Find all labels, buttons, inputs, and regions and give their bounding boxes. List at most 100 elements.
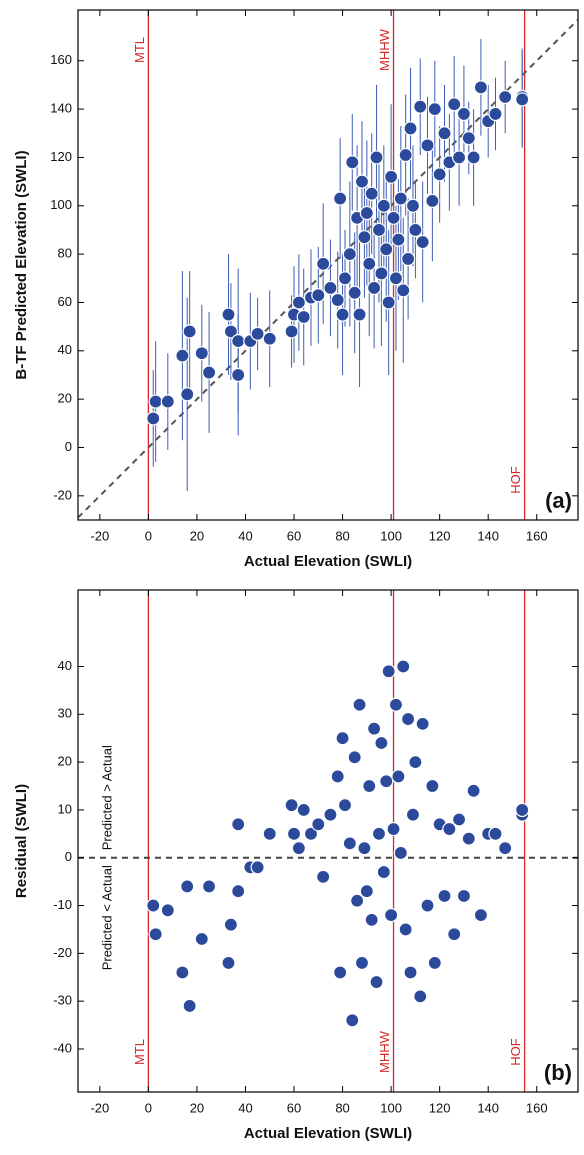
data-point [515,802,530,818]
data-point [413,989,428,1004]
data-point [381,295,396,310]
data-point [381,664,396,679]
data-point [335,731,350,746]
data-point [364,186,379,201]
x-axis-title: Actual Elevation (SWLI) [244,553,412,570]
x-tick-label: 80 [335,528,349,543]
data-point [386,210,401,225]
x-tick-label: 0 [145,1100,152,1115]
x-tick-label: 100 [380,1100,402,1115]
data-point [437,126,452,141]
data-point [231,367,246,383]
data-point [405,198,421,213]
data-point [400,711,416,727]
data-point [352,697,367,712]
data-point [223,917,239,932]
data-point [342,247,357,262]
y-tick-label: -30 [53,993,72,1008]
data-point [384,169,399,184]
data-point [515,92,530,107]
data-point [451,150,467,165]
data-point [359,884,374,899]
x-tick-label: -20 [90,528,109,543]
data-point [369,974,384,990]
data-point [488,106,503,122]
data-point [194,346,209,361]
data-point [284,324,299,339]
data-point [175,348,190,363]
data-point [466,150,481,165]
x-tick-label: 120 [429,1100,451,1115]
data-point [488,826,503,841]
data-point [311,288,326,303]
reference-label: MTL [132,1039,147,1065]
reference-label: HOF [508,1038,523,1066]
data-point [473,908,489,923]
x-tick-label: 0 [145,528,152,543]
data-point [415,716,430,731]
data-point [221,955,236,971]
plot-area [78,590,578,1092]
data-point [362,778,377,794]
data-point [398,922,413,937]
y-tick-label: 100 [50,197,72,212]
reference-label: HOF [508,466,523,494]
data-point [347,750,362,765]
data-point [354,955,370,971]
data-point [498,89,513,105]
data-point [296,802,311,818]
data-point [379,242,394,257]
data-point [337,798,353,813]
data-point [456,106,472,122]
data-point [367,280,382,296]
data-point [405,807,421,822]
data-point [376,864,391,880]
data-point [352,307,367,322]
data-point [342,836,357,851]
data-point [221,307,236,322]
data-point [323,280,338,296]
data-point [175,965,190,980]
data-point [354,174,370,189]
x-tick-label: 160 [526,528,548,543]
data-point [323,807,338,822]
y-tick-label: -10 [53,897,72,912]
y-tick-label: -20 [53,945,72,960]
data-point [425,778,440,794]
data-point [160,394,175,409]
data-point [396,283,411,298]
data-point [250,326,265,341]
data-point [400,251,416,267]
data-point [403,121,418,136]
data-point [286,826,302,841]
panel-label: (a) [545,488,572,513]
data-point [333,191,348,206]
data-point [408,222,423,238]
reference-label: MHHW [377,28,392,71]
data-point [447,97,462,112]
data-point [311,817,326,832]
data-point [146,411,161,426]
x-tick-label: 40 [238,1100,252,1115]
data-point [442,821,457,837]
data-point [345,155,360,170]
x-tick-label: -20 [90,1100,109,1115]
x-tick-label: 60 [287,1100,301,1115]
data-point [250,860,265,875]
data-point [427,101,442,117]
y-tick-label: 140 [50,101,72,116]
data-point [330,769,345,784]
y-tick-label: 0 [65,849,72,864]
data-point [437,888,452,904]
data-point [316,256,331,271]
data-point [364,912,379,927]
x-tick-label: 60 [287,528,301,543]
x-tick-label: 140 [477,528,499,543]
data-point [160,903,175,918]
data-point [357,230,372,245]
y-tick-label: 10 [58,801,72,816]
x-tick-label: 20 [190,528,204,543]
data-point [427,955,442,971]
